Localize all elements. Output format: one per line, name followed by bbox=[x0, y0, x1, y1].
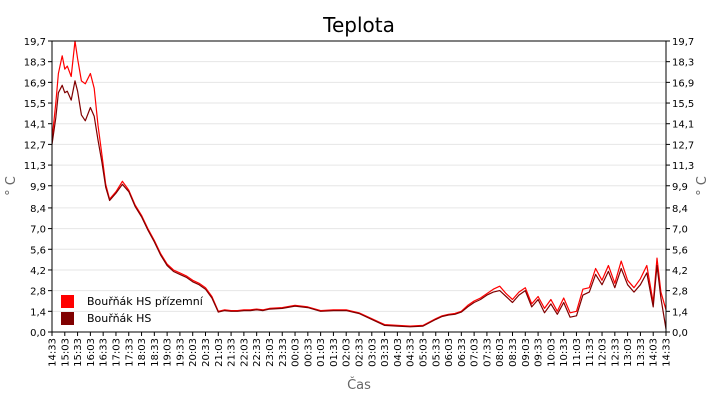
x-tick-label: 18:33 bbox=[150, 338, 161, 367]
y-axis-title-left: ° C bbox=[4, 176, 19, 196]
x-tick-label: 19:03 bbox=[163, 338, 174, 367]
x-tick-label: 17:03 bbox=[111, 338, 122, 367]
y-tick-label-left: 12,7 bbox=[24, 140, 46, 151]
x-tick-label: 05:33 bbox=[431, 338, 442, 367]
y-tick-label-right: 1,4 bbox=[672, 307, 688, 318]
x-tick-label: 10:33 bbox=[559, 338, 570, 367]
x-tick-label: 00:03 bbox=[291, 338, 302, 367]
y-axis-title-right: ° C bbox=[695, 176, 710, 196]
x-axis: 14:33 15:03 15:33 16:03 16:33 17:03 17:33 18:03… bbox=[48, 332, 673, 367]
x-tick-label: 08:33 bbox=[508, 338, 519, 367]
x-tick-label: 04:03 bbox=[393, 338, 404, 367]
y-tick-label-right: 19,7 bbox=[672, 37, 694, 48]
series-line-2 bbox=[51, 80, 667, 330]
x-tick-label: 14:33 bbox=[662, 338, 673, 367]
x-tick-label: 02:03 bbox=[342, 338, 353, 367]
y-tick-label-right: 11,3 bbox=[672, 161, 694, 172]
y-tick-label-right: 15,5 bbox=[672, 99, 694, 110]
x-tick-label: 22:33 bbox=[252, 338, 263, 367]
legend-label: Bouřňák HS bbox=[87, 312, 151, 325]
y-tick-label-left: 9,9 bbox=[30, 182, 46, 193]
legend: Bouřňák HS přízemní Bouřňák HS bbox=[61, 295, 204, 325]
x-axis-title: Čas bbox=[347, 377, 371, 393]
x-tick-label: 05:03 bbox=[418, 338, 429, 367]
x-tick-label: 12:03 bbox=[598, 338, 609, 367]
y-tick-label-right: 0,0 bbox=[672, 328, 688, 339]
y-tick-label-right: 8,4 bbox=[672, 204, 688, 215]
x-tick-label: 06:33 bbox=[457, 338, 468, 367]
x-tick-label: 17:33 bbox=[124, 338, 135, 367]
y-tick-label-right: 7,0 bbox=[672, 225, 688, 236]
series-lines bbox=[51, 40, 667, 330]
y-axis-left: 0,0 1,4 2,8 4,2 5,6 7,0 8,4 9,9 11,3 12,7 14,1 15,5… bbox=[24, 37, 52, 339]
y-tick-label-right: 18,3 bbox=[672, 58, 694, 69]
x-tick-label: 23:33 bbox=[278, 338, 289, 367]
y-tick-label-left: 15,5 bbox=[24, 99, 46, 110]
x-tick-label: 12:33 bbox=[610, 338, 621, 367]
x-tick-label: 21:03 bbox=[214, 338, 225, 367]
x-tick-label: 04:33 bbox=[406, 338, 417, 367]
y-tick-label-left: 18,3 bbox=[24, 58, 46, 69]
x-tick-label: 07:03 bbox=[470, 338, 481, 367]
x-tick-label: 13:03 bbox=[623, 338, 634, 367]
x-tick-label: 02:33 bbox=[355, 338, 366, 367]
x-tick-label: 09:03 bbox=[521, 338, 532, 367]
y-tick-label-right: 9,9 bbox=[672, 182, 688, 193]
y-tick-label-left: 4,2 bbox=[30, 266, 46, 277]
x-tick-label: 16:33 bbox=[99, 338, 110, 367]
y-tick-label-right: 12,7 bbox=[672, 140, 694, 151]
y-tick-label-left: 7,0 bbox=[30, 225, 46, 236]
y-tick-label-left: 14,1 bbox=[24, 120, 46, 131]
y-tick-label-left: 1,4 bbox=[30, 307, 46, 318]
grid-lines bbox=[52, 61, 666, 312]
y-tick-label-left: 19,7 bbox=[24, 37, 46, 48]
y-tick-label-left: 8,4 bbox=[30, 204, 46, 215]
x-tick-label: 19:33 bbox=[175, 338, 186, 367]
x-tick-label: 22:03 bbox=[239, 338, 250, 367]
x-tick-label: 15:03 bbox=[60, 338, 71, 367]
x-tick-label: 14:33 bbox=[48, 338, 59, 367]
x-tick-label: 21:33 bbox=[227, 338, 238, 367]
y-tick-label-left: 5,6 bbox=[30, 245, 46, 256]
x-tick-label: 08:03 bbox=[495, 338, 506, 367]
x-tick-label: 18:03 bbox=[137, 338, 148, 367]
x-tick-label: 07:33 bbox=[482, 338, 493, 367]
legend-swatch bbox=[61, 295, 74, 308]
y-tick-label-left: 11,3 bbox=[24, 161, 46, 172]
y-tick-label-right: 2,8 bbox=[672, 287, 688, 298]
legend-swatch bbox=[61, 312, 74, 325]
x-tick-label: 11:03 bbox=[572, 338, 583, 367]
legend-label: Bouřňák HS přízemní bbox=[87, 295, 204, 308]
chart-title: Teplota bbox=[322, 13, 395, 37]
x-tick-label: 01:33 bbox=[329, 338, 340, 367]
x-tick-label: 13:33 bbox=[636, 338, 647, 367]
y-tick-label-left: 16,9 bbox=[24, 78, 46, 89]
x-tick-label: 20:33 bbox=[201, 338, 212, 367]
x-tick-label: 09:33 bbox=[534, 338, 545, 367]
x-tick-label: 10:03 bbox=[546, 338, 557, 367]
y-tick-label-left: 0,0 bbox=[30, 328, 46, 339]
x-tick-label: 03:03 bbox=[367, 338, 378, 367]
x-tick-label: 14:03 bbox=[649, 338, 660, 367]
x-tick-label: 06:03 bbox=[444, 338, 455, 367]
x-tick-label: 15:33 bbox=[73, 338, 84, 367]
x-tick-label: 20:03 bbox=[188, 338, 199, 367]
series-line-1 bbox=[51, 40, 667, 327]
x-tick-label: 11:33 bbox=[585, 338, 596, 367]
y-tick-label-left: 2,8 bbox=[30, 287, 46, 298]
y-tick-label-right: 16,9 bbox=[672, 78, 694, 89]
y-tick-label-right: 5,6 bbox=[672, 245, 688, 256]
y-tick-label-right: 14,1 bbox=[672, 120, 694, 131]
x-tick-label: 23:03 bbox=[265, 338, 276, 367]
x-tick-label: 01:03 bbox=[316, 338, 327, 367]
x-tick-label: 16:03 bbox=[86, 338, 97, 367]
y-axis-right: 0,0 1,4 2,8 4,2 5,6 7,0 8,4 9,9 11,3 12,7 14,1 15,5… bbox=[666, 37, 694, 339]
y-tick-label-right: 4,2 bbox=[672, 266, 688, 277]
x-tick-label: 00:33 bbox=[303, 338, 314, 367]
x-tick-label: 03:33 bbox=[380, 338, 391, 367]
